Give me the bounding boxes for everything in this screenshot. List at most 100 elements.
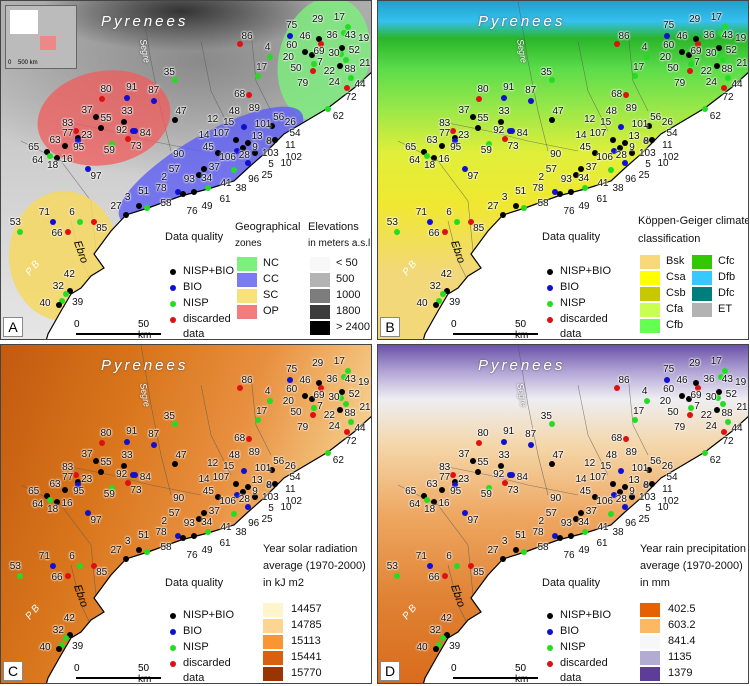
site-marker[interactable] bbox=[439, 143, 445, 149]
site-marker[interactable] bbox=[302, 48, 308, 55]
site-marker[interactable] bbox=[394, 228, 400, 235]
site-marker[interactable] bbox=[121, 463, 128, 469]
site-marker[interactable] bbox=[617, 488, 623, 495]
site-marker[interactable] bbox=[663, 32, 670, 39]
site-marker[interactable] bbox=[109, 484, 115, 491]
site-marker[interactable] bbox=[233, 136, 240, 143]
site-marker[interactable] bbox=[623, 435, 629, 442]
site-marker[interactable] bbox=[688, 404, 695, 411]
site-marker[interactable] bbox=[308, 52, 315, 59]
site-marker[interactable] bbox=[442, 229, 449, 235]
site-marker[interactable] bbox=[549, 460, 556, 467]
site-marker[interactable] bbox=[461, 510, 468, 516]
site-marker[interactable] bbox=[172, 77, 178, 83]
site-marker[interactable] bbox=[341, 29, 348, 36]
site-marker[interactable] bbox=[240, 144, 246, 151]
site-marker[interactable] bbox=[267, 54, 274, 60]
site-marker[interactable] bbox=[644, 398, 651, 404]
site-marker[interactable] bbox=[55, 646, 62, 653]
site-marker[interactable] bbox=[557, 190, 563, 197]
site-marker[interactable] bbox=[592, 150, 599, 156]
site-marker[interactable] bbox=[611, 492, 617, 498]
site-marker[interactable] bbox=[47, 153, 54, 159]
site-marker[interactable] bbox=[318, 41, 324, 48]
site-marker[interactable] bbox=[196, 172, 202, 178]
site-marker[interactable] bbox=[201, 166, 208, 172]
site-marker[interactable] bbox=[714, 63, 720, 70]
site-marker[interactable] bbox=[343, 401, 349, 408]
site-marker[interactable] bbox=[132, 472, 138, 478]
site-marker[interactable] bbox=[509, 128, 515, 134]
site-marker[interactable] bbox=[201, 510, 208, 516]
site-marker[interactable] bbox=[679, 48, 685, 55]
site-marker[interactable] bbox=[124, 136, 131, 143]
site-marker[interactable] bbox=[450, 472, 457, 478]
site-marker[interactable] bbox=[172, 421, 178, 427]
site-marker[interactable] bbox=[196, 516, 202, 522]
site-marker[interactable] bbox=[608, 167, 615, 173]
site-marker[interactable] bbox=[90, 563, 97, 570]
site-marker[interactable] bbox=[311, 60, 318, 67]
site-marker[interactable] bbox=[252, 493, 258, 500]
site-marker[interactable] bbox=[84, 166, 91, 172]
site-marker[interactable] bbox=[486, 140, 492, 147]
site-marker[interactable] bbox=[629, 493, 635, 500]
site-marker[interactable] bbox=[175, 532, 182, 539]
site-marker[interactable] bbox=[67, 632, 73, 638]
site-marker[interactable] bbox=[241, 124, 248, 130]
site-marker[interactable] bbox=[318, 385, 324, 392]
site-marker[interactable] bbox=[643, 482, 650, 488]
site-marker[interactable] bbox=[614, 385, 621, 392]
site-marker[interactable] bbox=[121, 119, 128, 125]
site-marker[interactable] bbox=[74, 134, 81, 141]
site-marker[interactable] bbox=[618, 124, 625, 130]
site-marker[interactable] bbox=[549, 77, 555, 83]
site-marker[interactable] bbox=[231, 167, 238, 173]
site-marker[interactable] bbox=[631, 73, 638, 79]
site-marker[interactable] bbox=[475, 96, 482, 103]
site-marker[interactable] bbox=[316, 380, 323, 387]
site-marker[interactable] bbox=[442, 573, 449, 579]
site-marker[interactable] bbox=[233, 480, 240, 487]
site-marker[interactable] bbox=[424, 153, 431, 159]
site-marker[interactable] bbox=[237, 41, 244, 48]
site-marker[interactable] bbox=[509, 472, 515, 478]
site-marker[interactable] bbox=[338, 395, 344, 402]
site-marker[interactable] bbox=[528, 442, 535, 448]
site-marker[interactable] bbox=[123, 556, 130, 562]
site-marker[interactable] bbox=[98, 468, 104, 475]
site-marker[interactable] bbox=[109, 140, 115, 147]
site-marker[interactable] bbox=[686, 412, 693, 418]
site-marker[interactable] bbox=[337, 407, 343, 414]
site-marker[interactable] bbox=[452, 482, 459, 488]
site-marker[interactable] bbox=[715, 395, 721, 402]
site-marker[interactable] bbox=[98, 440, 105, 447]
site-marker[interactable] bbox=[521, 204, 527, 211]
site-marker[interactable] bbox=[266, 482, 273, 488]
site-marker[interactable] bbox=[420, 148, 427, 155]
site-marker[interactable] bbox=[688, 60, 695, 67]
site-marker[interactable] bbox=[452, 138, 459, 144]
site-marker[interactable] bbox=[573, 516, 579, 522]
site-marker[interactable] bbox=[343, 57, 349, 64]
site-marker[interactable] bbox=[180, 534, 186, 541]
site-marker[interactable] bbox=[475, 440, 482, 447]
site-marker[interactable] bbox=[721, 368, 728, 374]
site-marker[interactable] bbox=[721, 24, 728, 30]
site-marker[interactable] bbox=[486, 484, 492, 491]
site-marker[interactable] bbox=[135, 203, 142, 209]
site-marker[interactable] bbox=[451, 478, 458, 485]
site-marker[interactable] bbox=[266, 138, 273, 144]
site-marker[interactable] bbox=[205, 184, 212, 191]
site-marker[interactable] bbox=[73, 472, 80, 478]
site-marker[interactable] bbox=[582, 528, 589, 535]
site-marker[interactable] bbox=[470, 114, 476, 120]
site-marker[interactable] bbox=[629, 149, 635, 156]
site-marker[interactable] bbox=[552, 188, 559, 195]
site-marker[interactable] bbox=[205, 528, 212, 535]
site-marker[interactable] bbox=[716, 44, 722, 51]
site-marker[interactable] bbox=[470, 458, 476, 464]
site-marker[interactable] bbox=[715, 51, 721, 58]
site-marker[interactable] bbox=[234, 148, 240, 154]
site-marker[interactable] bbox=[62, 143, 68, 149]
